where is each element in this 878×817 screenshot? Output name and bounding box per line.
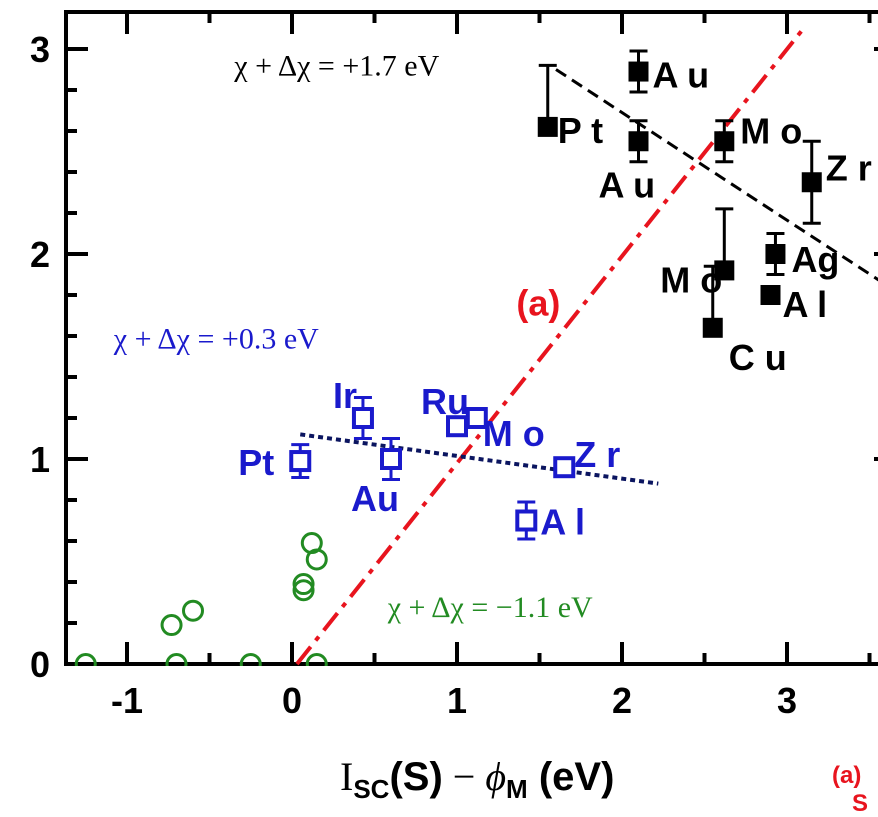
data-point-open-square	[515, 509, 538, 532]
annotations: χ + Δχ = +1.7 eV χ + Δχ = +0.3 eV χ + Δχ =…	[113, 50, 593, 624]
x-axis-label-minus: −	[443, 754, 486, 799]
annotation-label: χ + Δχ = +0.3 eV	[113, 322, 319, 355]
corner-text-1: (a)	[832, 762, 861, 789]
point-label: M o	[740, 110, 802, 151]
data-point-open-circle	[182, 599, 204, 622]
x-tick-label: -1	[111, 680, 143, 721]
data-point-filled-square	[628, 61, 649, 82]
annotation-label: χ + Δχ = −1.1 eV	[387, 591, 593, 624]
annotation-label: χ + Δχ = +1.7 eV	[233, 50, 439, 83]
x-tick-label: 1	[447, 680, 467, 721]
point-label: Ru	[421, 381, 469, 422]
x-axis-label-main: I	[340, 754, 353, 799]
y-tick-label: 2	[30, 234, 50, 275]
data-point-open-square	[351, 407, 374, 429]
data-point-filled-square	[714, 131, 735, 152]
point-label: Z r	[574, 434, 620, 475]
data-point-open-square	[289, 450, 312, 473]
x-axis-label-unit: (eV)	[528, 755, 615, 799]
data-point-open-circle	[292, 573, 315, 596]
data-point-open-circle	[165, 653, 188, 666]
data-point-open-circle	[160, 614, 183, 637]
data-point-open-circle	[74, 653, 97, 666]
data-point-open-circle	[305, 653, 328, 666]
point-label: C u	[729, 337, 787, 378]
fit-line-dotted	[299, 432, 659, 486]
data-point-open-square	[380, 448, 402, 470]
point-label: Z r	[826, 147, 872, 188]
x-axis-label-paren: (S)	[389, 755, 442, 799]
point-label: A l	[540, 502, 585, 543]
point-label: A u	[653, 55, 710, 96]
point-label: Pt	[238, 442, 274, 483]
x-tick-label: 2	[612, 680, 632, 721]
x-tick-label: 3	[777, 680, 797, 721]
x-axis-label-phi: ϕ	[485, 754, 506, 799]
x-tick-label: 0	[282, 680, 302, 721]
y-tick-label: 1	[30, 439, 50, 480]
y-tick-label: 3	[30, 29, 50, 70]
axis-ticks: -1 0 1 2 3 0 1 2 3	[30, 12, 878, 721]
point-label: Au	[351, 478, 399, 519]
data-point-filled-square	[628, 131, 649, 152]
data-point-filled-square	[702, 317, 723, 338]
data-point-open-circle	[239, 653, 262, 666]
data-point-filled-square	[537, 116, 558, 137]
fit-line-dashed	[555, 68, 878, 282]
annotation-label: (a)	[516, 283, 560, 324]
corner-text-2: S	[852, 790, 868, 817]
data-points	[74, 49, 822, 666]
x-axis-label-phi-sub: M	[506, 774, 528, 804]
point-label: A l	[783, 284, 828, 325]
data-point-open-circle	[305, 548, 328, 571]
point-label: M o	[660, 259, 722, 300]
point-label: Ir	[333, 375, 357, 416]
point-label: M o	[483, 413, 545, 454]
data-point-filled-square	[765, 244, 786, 264]
data-point-filled-square	[801, 172, 822, 193]
point-label: A u	[599, 164, 656, 205]
data-point-filled-square	[760, 285, 781, 305]
x-axis-label: ISC(S) − ϕM (eV)	[340, 754, 614, 804]
x-axis-label-sub: SC	[353, 774, 389, 804]
point-label: P t	[558, 110, 603, 151]
data-point-open-square	[465, 407, 488, 429]
data-point-open-circle	[292, 579, 315, 602]
data-point-open-square	[553, 456, 576, 479]
point-label: Ag	[791, 239, 839, 280]
y-tick-label: 0	[30, 644, 50, 685]
